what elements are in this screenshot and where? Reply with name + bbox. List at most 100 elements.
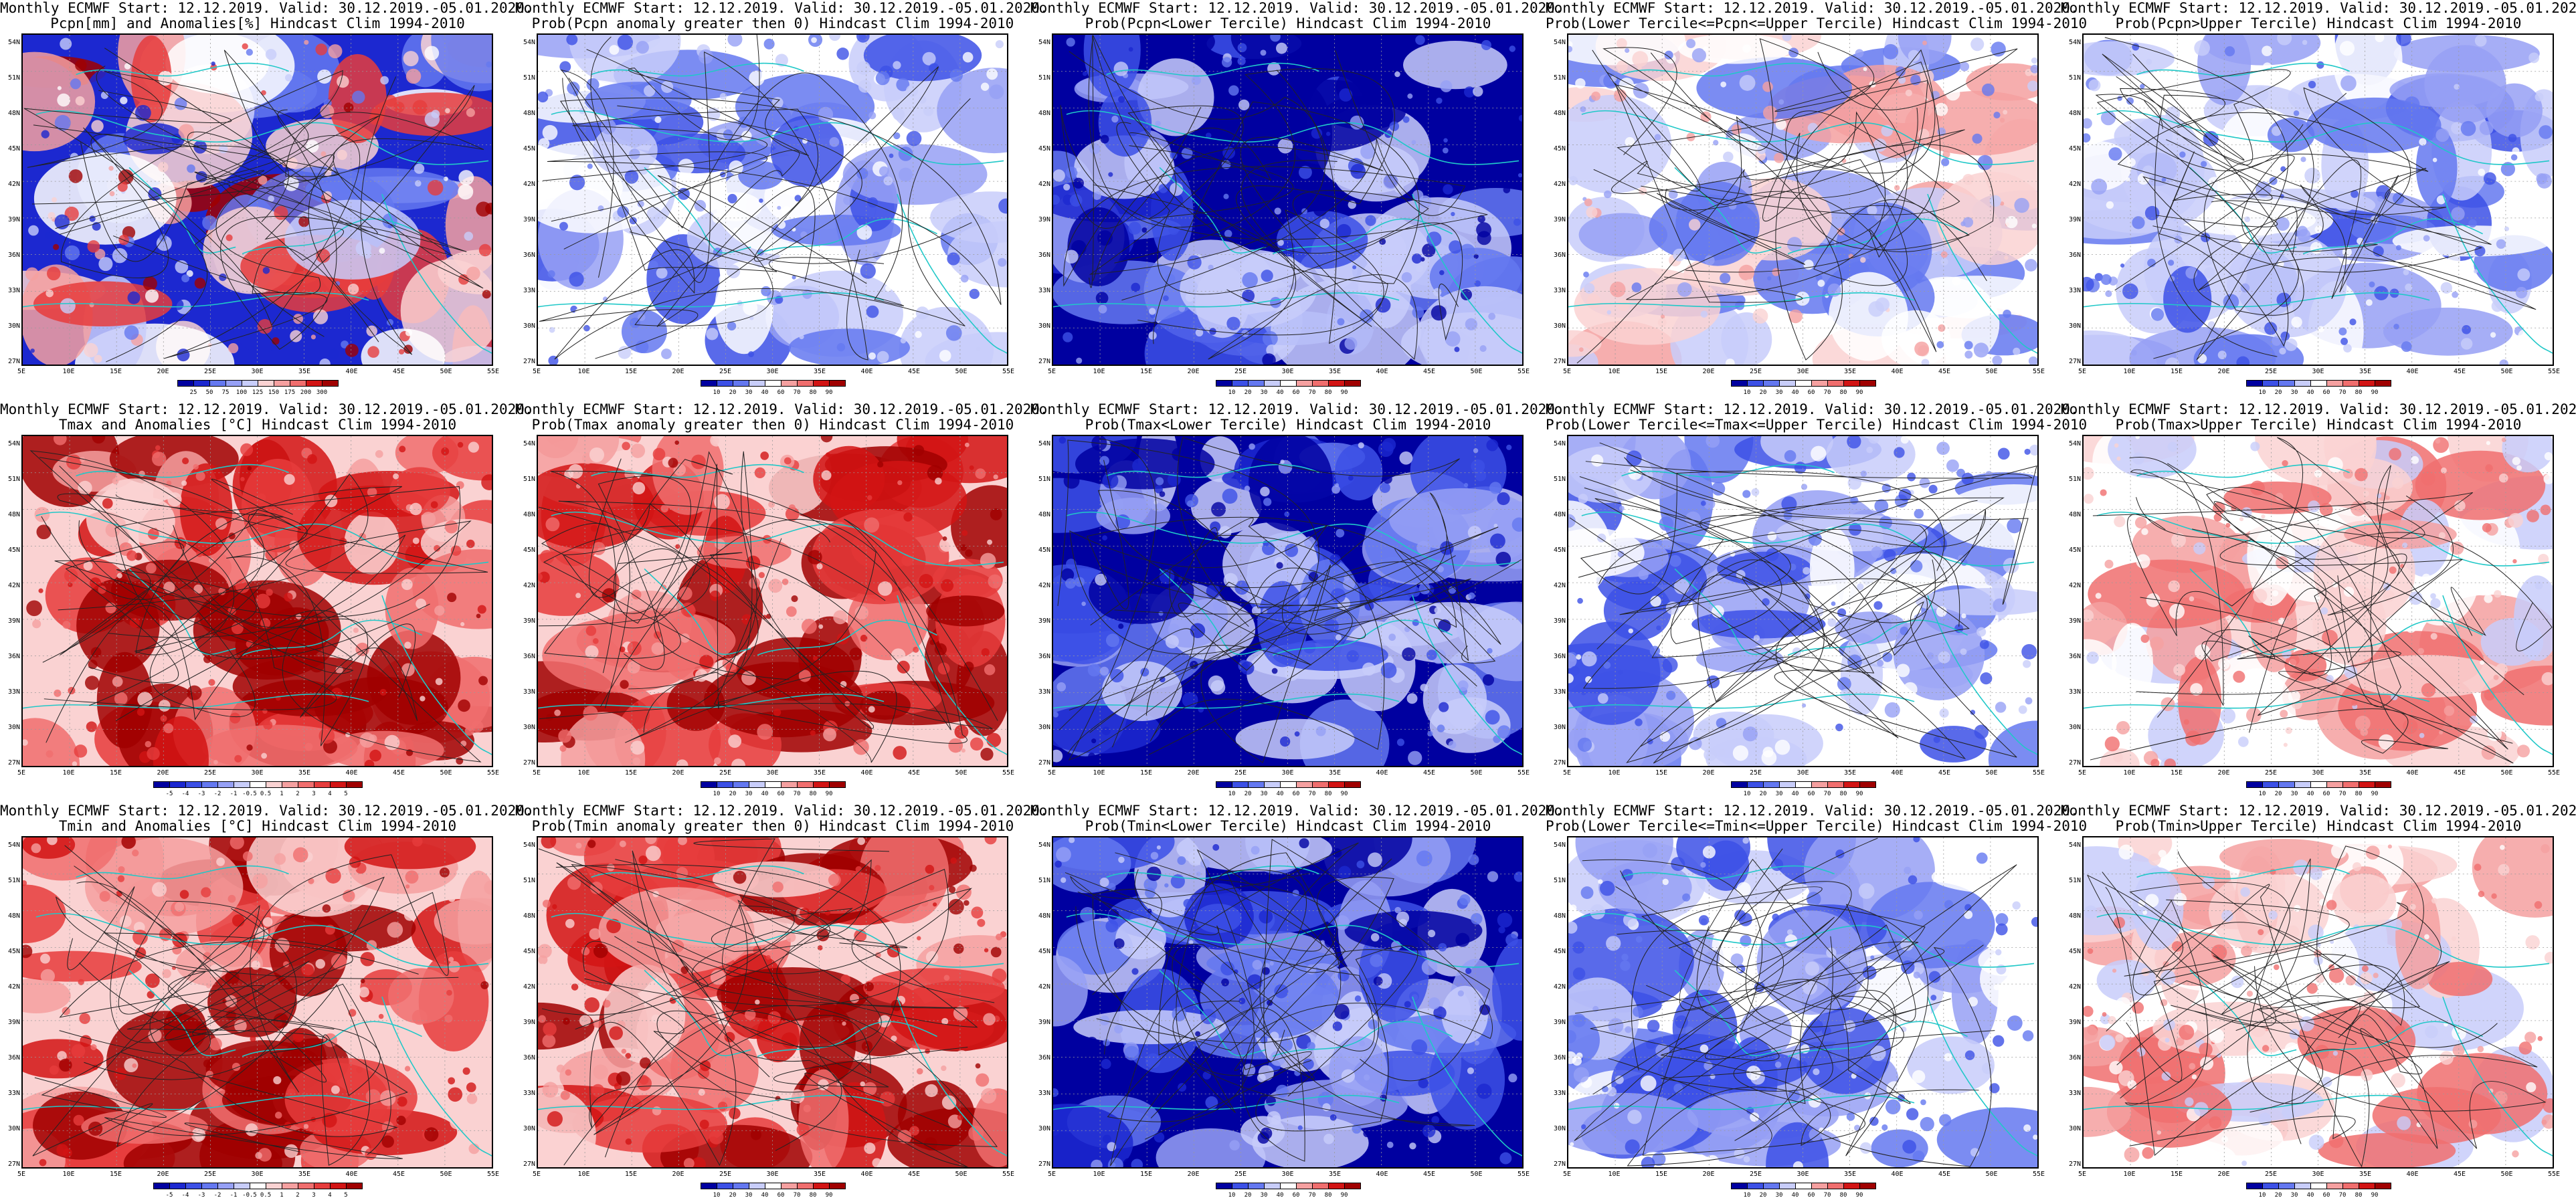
forecast-map [1052,33,1524,366]
panel-title-line2: Pcpn[mm] and Anomalies[%] Hindcast Clim … [50,15,465,31]
colorbar-tick-label: 90 [1855,389,1863,396]
colorbar-tick-label: 10 [2258,791,2266,797]
colorbar-tick-label: 150 [268,389,280,396]
longitude-label: 55E [486,1171,500,1178]
longitude-label: 35E [1328,1171,1342,1178]
latitude-label: 27N [1038,759,1050,767]
colorbar-segment [1280,781,1297,788]
colorbar-segment [2278,781,2295,788]
colorbar-tick-label: 70 [1823,1192,1831,1199]
colorbar-segment [2262,380,2279,387]
latitude-label: 39N [523,216,535,223]
longitude-label: 40E [345,1171,358,1178]
longitude-label: 25E [1749,769,1762,777]
latitude-label: 42N [1553,181,1566,188]
forecast-map [1567,435,2039,767]
latitude-label: 54N [523,440,535,447]
colorbar-segment [701,781,717,788]
colorbar-segment [169,1183,186,1189]
latitude-label: 45N [1553,145,1566,153]
latitude-label: 36N [7,653,20,660]
panel-title-line1: Monthly ECMWF Start: 12.12.2019. Valid: … [1030,803,1564,819]
colorbar-segment [733,781,749,788]
colorbar-segment [2326,1183,2343,1189]
panel-title-line1: Monthly ECMWF Start: 12.12.2019. Valid: … [515,803,1048,819]
longitude-label: 35E [2359,368,2372,375]
colorbar-tick-label: 80 [2355,389,2363,396]
colorbar-tick-label: 30 [1775,1192,1783,1199]
longitude-label: 55E [2032,769,2045,777]
colorbar-tick-label: 90 [1340,791,1348,797]
longitude-label: 55E [1517,368,1530,375]
longitude-label: 20E [672,1171,684,1178]
colorbar-segment [1859,1183,1876,1189]
panel-title-line1: Monthly ECMWF Start: 12.12.2019. Valid: … [1030,401,1564,417]
latitude-label: 36N [2068,653,2081,660]
colorbar-segment [1312,1183,1329,1189]
colorbar-segment [1811,1183,1828,1189]
longitude-label: 5E [17,368,26,375]
colorbar-segment [2278,1183,2295,1189]
colorbar-tick-label: 30 [1260,389,1268,396]
latitude-label: 30N [7,724,20,731]
colorbar-segment [1779,1183,1796,1189]
colorbar-tick-label: 25 [189,389,197,396]
latitude-label: 30N [1553,724,1566,731]
longitude-label: 5E [17,769,26,777]
latitude-label: 54N [7,39,20,46]
colorbar-segment [1795,1183,1812,1189]
colorbar-tick-label: -2 [213,791,221,797]
colorbar-tick-label: 80 [1839,1192,1847,1199]
panel-title-line1: Monthly ECMWF Start: 12.12.2019. Valid: … [1546,0,2079,16]
colorbar-segment [765,380,781,387]
longitude-label: 40E [1891,368,1904,375]
latitude-label: 45N [1038,948,1050,955]
colorbar-segment [1731,1183,1748,1189]
longitude-label: 25E [1234,769,1247,777]
longitude-label: 10E [62,769,75,777]
longitude-label: 45E [907,368,921,375]
colorbar-segment [242,380,258,387]
longitude-label: 25E [203,368,217,375]
longitude-label: 55E [486,769,500,777]
latitude-label: 45N [523,145,535,153]
panel-title-line2: Tmin and Anomalies [°C] Hindcast Clim 19… [58,818,457,834]
longitude-label: 25E [2264,368,2278,375]
colorbar-tick-label: 70 [1308,791,1316,797]
colorbar-segment [717,380,733,387]
colorbar-segment [2246,380,2263,387]
colorbar-tick-label: 20 [1759,1192,1767,1199]
colorbar-tick-label: 30 [745,791,753,797]
latitude-label: 27N [7,1161,20,1168]
latitude-label: 27N [7,358,20,365]
latitude-label: 48N [1038,912,1050,920]
colorbar-segment [201,781,218,788]
longitude-label: 35E [298,368,311,375]
longitude-label: 50E [440,368,452,375]
colorbar-tick-label: 0.5 [260,791,272,797]
colorbar-segment [2278,380,2295,387]
colorbar-segment [1344,781,1361,788]
colorbar-tick-label: 80 [809,1192,817,1199]
latitude-label: 45N [1038,145,1050,153]
latitude-label: 42N [7,983,20,991]
longitude-label: 10E [62,368,75,375]
panel-title-line1: Monthly ECMWF Start: 12.12.2019. Valid: … [2061,0,2576,16]
latitude-label: 33N [523,1090,535,1097]
longitude-label: 40E [1376,769,1388,777]
latitude-label: 33N [1553,1090,1566,1097]
longitude-label: 40E [2406,1171,2419,1178]
colorbar-tick-label: 60 [777,389,785,396]
colorbar-tick-label: 10 [1228,389,1236,396]
longitude-label: 30E [1281,368,1294,375]
colorbar-segment [2310,1183,2327,1189]
latitude-label: 27N [523,358,535,365]
longitude-label: 40E [2406,368,2419,375]
latitude-label: 30N [1038,322,1050,330]
longitude-label: 50E [2500,1171,2513,1178]
latitude-label: 42N [1553,582,1566,589]
longitude-label: 30E [1797,1171,1809,1178]
longitude-label: 15E [624,769,638,777]
panel-title-line2: Prob(Lower Tercile<=Tmax<=Upper Tercile)… [1546,417,2088,433]
longitude-label: 55E [2547,1171,2561,1178]
